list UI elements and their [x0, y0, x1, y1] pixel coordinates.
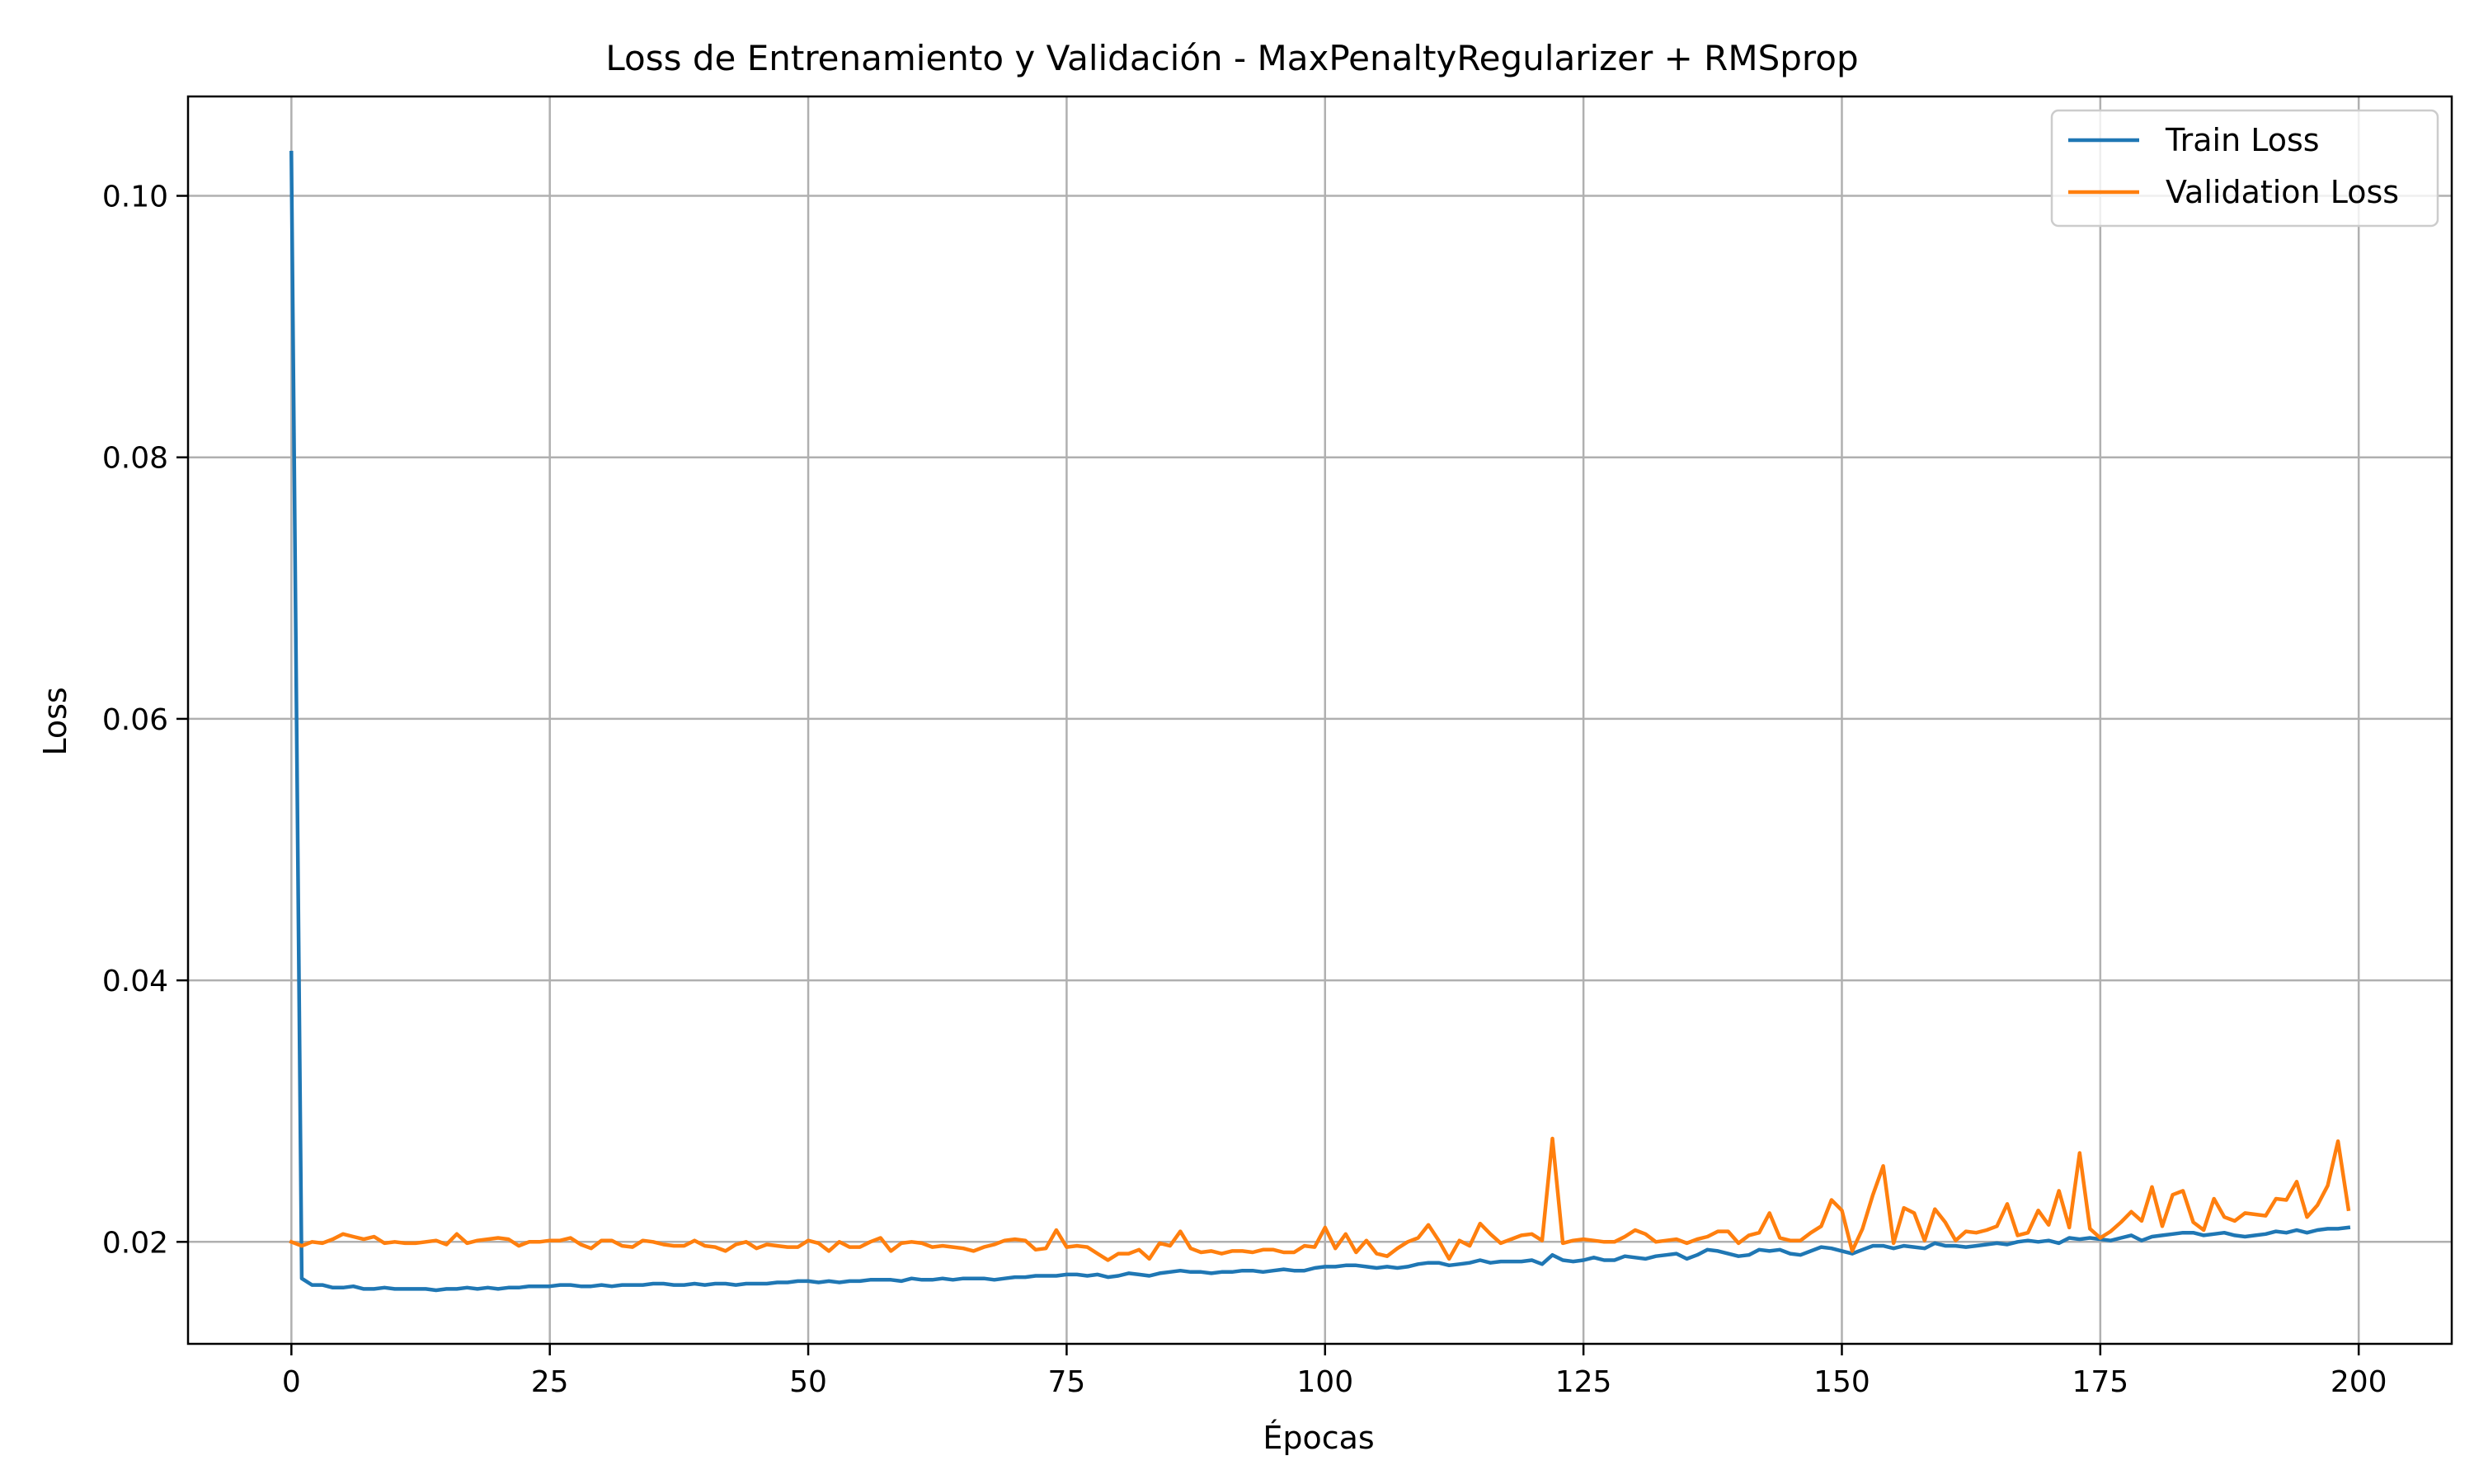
x-tick-label: 0 [282, 1365, 301, 1399]
legend-label: Validation Loss [2166, 174, 2399, 210]
x-tick-label: 75 [1048, 1365, 1086, 1399]
legend-box [2050, 109, 2439, 228]
x-tick-label: 50 [789, 1365, 827, 1399]
y-axis-label: Loss [37, 687, 73, 755]
x-tick-label: 100 [1296, 1365, 1353, 1399]
chart-title: Loss de Entrenamiento y Validación - Max… [605, 38, 1858, 78]
x-axis-label: Épocas [1263, 1420, 1374, 1456]
y-tick-label: 0.10 [102, 181, 168, 214]
ticks: 0 25 50 75 100 125 150 175 200 0.02 0.04 0.06 0.08 0.… [102, 181, 2387, 1399]
x-tick-label: 175 [2072, 1365, 2128, 1399]
legend-label: Train Loss [2165, 122, 2320, 158]
y-tick-label: 0.08 [102, 442, 168, 476]
series-line-train-loss [289, 150, 2351, 1293]
legend: Train Loss Validation Loss [2050, 109, 2439, 228]
series-layer [289, 150, 2351, 1293]
x-tick-label: 200 [2331, 1365, 2387, 1399]
x-tick-label: 150 [1813, 1365, 1870, 1399]
y-tick-label: 0.02 [102, 1226, 168, 1260]
y-tick-label: 0.04 [102, 965, 168, 998]
plot-frame [186, 95, 2453, 1345]
x-tick-label: 25 [531, 1365, 569, 1399]
series-line-validation-loss [289, 1136, 2351, 1262]
y-tick-label: 0.06 [102, 703, 168, 737]
grid [188, 96, 2452, 1344]
x-tick-label: 125 [1555, 1365, 1612, 1399]
